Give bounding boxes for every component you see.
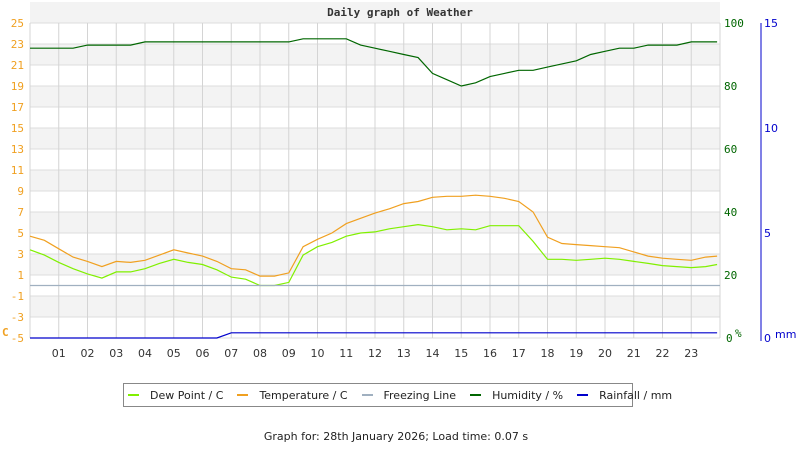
y-tick-humidity: 100 bbox=[724, 17, 744, 30]
legend-label: Rainfall / mm bbox=[599, 388, 673, 402]
x-tick-hour: 07 bbox=[224, 347, 238, 360]
x-tick-hour: 18 bbox=[541, 347, 555, 360]
legend-label: Temperature / C bbox=[259, 388, 348, 402]
y-tick-temp: 7 bbox=[17, 206, 24, 219]
data-series bbox=[29, 38, 720, 339]
y-tick-temp: -3 bbox=[11, 311, 24, 324]
y-tick-rain: 10 bbox=[764, 122, 778, 135]
x-tick-hour: 05 bbox=[167, 347, 181, 360]
legend-label: Humidity / % bbox=[492, 388, 564, 402]
y-tick-temp: 9 bbox=[17, 185, 24, 198]
x-tick-hour: 03 bbox=[109, 347, 123, 360]
legend: Dew Point / C Temperature / C Freezing L… bbox=[123, 383, 672, 407]
x-tick-hour: 16 bbox=[483, 347, 497, 360]
y-tick-temp: 3 bbox=[17, 248, 24, 261]
y-tick-humidity: 0 bbox=[726, 332, 733, 345]
x-tick-hour: 01 bbox=[52, 347, 66, 360]
humidity-swatch-icon bbox=[470, 394, 482, 396]
y-tick-humidity: 80 bbox=[724, 80, 737, 93]
y-tick-rain: 0 bbox=[764, 332, 771, 345]
y-tick-temp: 13 bbox=[11, 143, 24, 156]
x-tick-hour: 10 bbox=[311, 347, 325, 360]
y-tick-temp: 17 bbox=[11, 101, 24, 114]
x-tick-hour: 09 bbox=[282, 347, 296, 360]
series-line bbox=[29, 223, 718, 287]
x-tick-hour: 23 bbox=[684, 347, 698, 360]
y-tick-humidity: 20 bbox=[724, 269, 737, 282]
freezing-line-swatch-icon bbox=[361, 394, 373, 396]
y-tick-temp: 1 bbox=[17, 269, 24, 282]
series-line bbox=[29, 194, 718, 277]
legend-item-dew-point: Dew Point / C bbox=[128, 389, 223, 402]
y-tick-temp: 19 bbox=[11, 80, 24, 93]
series-line bbox=[30, 38, 718, 87]
x-tick-hour: 11 bbox=[339, 347, 353, 360]
x-tick-hour: 02 bbox=[81, 347, 95, 360]
y-tick-temp: 5 bbox=[17, 227, 24, 240]
y-tick-temp: 11 bbox=[11, 164, 24, 177]
legend-item-rainfall: Rainfall / mm bbox=[577, 389, 672, 402]
legend-label: Freezing Line bbox=[383, 388, 457, 402]
x-tick-hour: 04 bbox=[138, 347, 152, 360]
y-tick-temp: 23 bbox=[11, 38, 24, 51]
x-tick-hour: 21 bbox=[627, 347, 641, 360]
x-tick-hour: 22 bbox=[656, 347, 670, 360]
rainfall-swatch-icon bbox=[577, 394, 589, 396]
humidity-axis-unit: % bbox=[735, 327, 742, 340]
y-tick-humidity: 40 bbox=[724, 206, 737, 219]
legend-item-freezing-line: Freezing Line bbox=[361, 388, 457, 402]
x-tick-hour: 17 bbox=[512, 347, 526, 360]
legend-item-humidity: Humidity / % bbox=[470, 389, 563, 402]
x-tick-hour: 08 bbox=[253, 347, 267, 360]
y-tick-temp: 15 bbox=[11, 122, 24, 135]
x-tick-hour: 19 bbox=[569, 347, 583, 360]
y-tick-temp: 21 bbox=[11, 59, 24, 72]
x-tick-hour: 20 bbox=[598, 347, 612, 360]
y-tick-temp: -1 bbox=[11, 290, 24, 303]
series-line bbox=[30, 332, 718, 339]
y-tick-temp: -5 bbox=[11, 332, 24, 345]
x-tick-hour: 15 bbox=[454, 347, 468, 360]
y-tick-rain: 15 bbox=[764, 17, 778, 30]
dew-point-swatch-icon bbox=[128, 394, 139, 396]
footer-status: Graph for: 28th January 2026; Load time:… bbox=[263, 430, 529, 443]
x-tick-hour: 14 bbox=[426, 347, 440, 360]
x-tick-hour: 12 bbox=[368, 347, 382, 360]
y-tick-temp: 25 bbox=[11, 17, 24, 30]
legend-item-temperature: Temperature / C bbox=[237, 388, 348, 402]
y-tick-rain: 5 bbox=[764, 227, 771, 240]
x-tick-hour: 13 bbox=[397, 347, 411, 360]
temperature-swatch-icon bbox=[237, 394, 249, 396]
x-tick-hour: 06 bbox=[196, 347, 210, 360]
legend-label: Dew Point / C bbox=[150, 388, 224, 402]
axes: 252321191715131197531-1-3-5C100806040200… bbox=[2, 17, 796, 360]
chart-title: Daily graph of Weather bbox=[327, 6, 473, 19]
left-axis-unit: C bbox=[2, 326, 9, 339]
rain-axis-unit: mm bbox=[775, 328, 796, 341]
y-tick-humidity: 60 bbox=[724, 143, 737, 156]
